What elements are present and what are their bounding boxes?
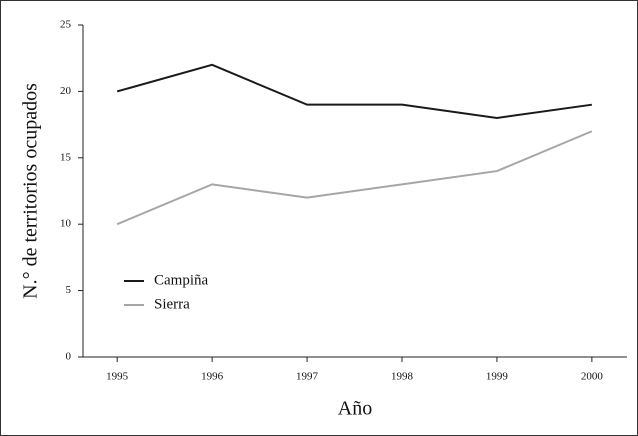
y-tick-label: 5 — [66, 284, 72, 296]
y-tick-label: 15 — [60, 151, 72, 163]
series-line — [116, 130, 593, 226]
legend-label: Sierra — [154, 296, 190, 312]
y-tick-label: 25 — [60, 19, 72, 31]
x-tick-label: 1997 — [296, 371, 319, 383]
x-tick-label: 2000 — [581, 371, 604, 383]
x-tick-label: 1999 — [486, 371, 509, 383]
x-tick-label: 1995 — [106, 371, 129, 383]
y-tick-label: 20 — [60, 85, 72, 97]
x-tick-label: 1996 — [201, 371, 224, 383]
x-tick-label: 1998 — [391, 371, 414, 383]
y-axis-label: N.° de territorios ocupados — [20, 83, 42, 299]
series-line — [116, 63, 593, 119]
y-tick-label: 0 — [66, 351, 72, 363]
x-axis-label: Año — [338, 398, 372, 420]
legend-label: Campiña — [154, 272, 208, 288]
y-tick-label: 10 — [60, 218, 72, 230]
